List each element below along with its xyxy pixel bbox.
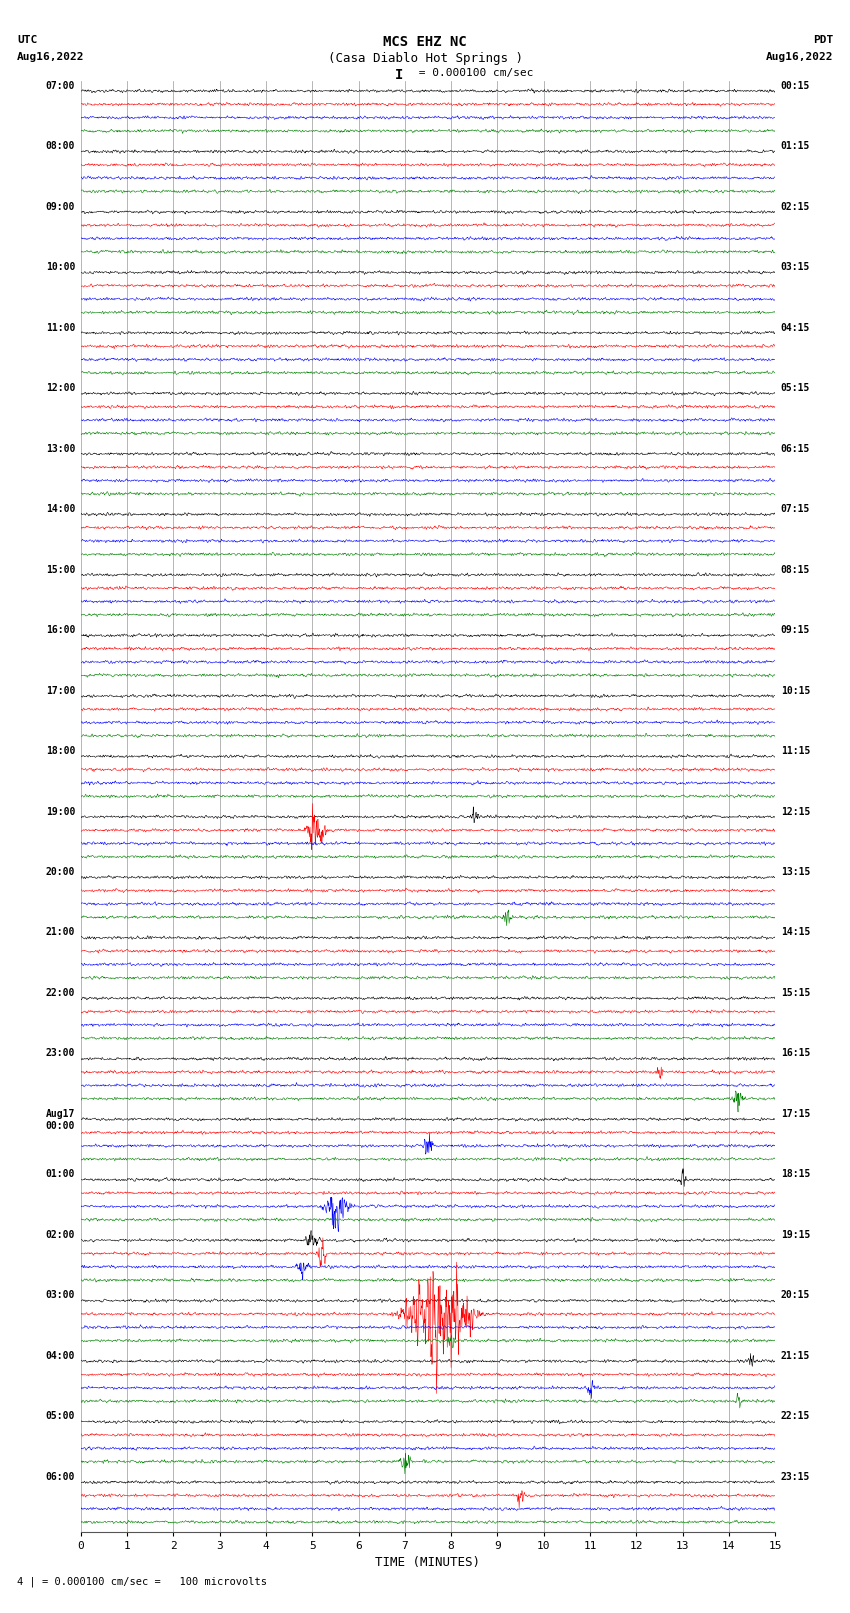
Text: 04:00: 04:00 xyxy=(46,1352,75,1361)
Text: 03:00: 03:00 xyxy=(46,1290,75,1300)
Text: MCS EHZ NC: MCS EHZ NC xyxy=(383,35,467,50)
Text: 18:00: 18:00 xyxy=(46,747,75,756)
Text: 21:00: 21:00 xyxy=(46,927,75,937)
Text: 05:00: 05:00 xyxy=(46,1411,75,1421)
Text: 08:15: 08:15 xyxy=(781,565,810,574)
Text: I: I xyxy=(395,68,404,82)
Text: 17:15: 17:15 xyxy=(781,1110,810,1119)
Text: 20:15: 20:15 xyxy=(781,1290,810,1300)
Text: 11:15: 11:15 xyxy=(781,747,810,756)
Text: 20:00: 20:00 xyxy=(46,868,75,877)
X-axis label: TIME (MINUTES): TIME (MINUTES) xyxy=(376,1555,480,1568)
Text: 22:00: 22:00 xyxy=(46,987,75,998)
Text: 15:15: 15:15 xyxy=(781,987,810,998)
Text: (Casa Diablo Hot Springs ): (Casa Diablo Hot Springs ) xyxy=(327,52,523,65)
Text: 16:00: 16:00 xyxy=(46,626,75,636)
Text: 14:00: 14:00 xyxy=(46,503,75,515)
Text: Aug17
00:00: Aug17 00:00 xyxy=(46,1110,75,1131)
Text: Aug16,2022: Aug16,2022 xyxy=(766,52,833,61)
Text: 01:15: 01:15 xyxy=(781,142,810,152)
Text: 04:15: 04:15 xyxy=(781,323,810,332)
Text: 08:00: 08:00 xyxy=(46,142,75,152)
Text: 19:15: 19:15 xyxy=(781,1231,810,1240)
Text: 10:00: 10:00 xyxy=(46,263,75,273)
Text: 16:15: 16:15 xyxy=(781,1048,810,1058)
Text: 15:00: 15:00 xyxy=(46,565,75,574)
Text: 10:15: 10:15 xyxy=(781,686,810,695)
Text: UTC: UTC xyxy=(17,35,37,45)
Text: Aug16,2022: Aug16,2022 xyxy=(17,52,84,61)
Text: 4 | = 0.000100 cm/sec =   100 microvolts: 4 | = 0.000100 cm/sec = 100 microvolts xyxy=(17,1576,267,1587)
Text: 06:00: 06:00 xyxy=(46,1471,75,1482)
Text: 12:00: 12:00 xyxy=(46,384,75,394)
Text: 23:15: 23:15 xyxy=(781,1471,810,1482)
Text: 07:00: 07:00 xyxy=(46,81,75,90)
Text: 13:00: 13:00 xyxy=(46,444,75,453)
Text: 19:00: 19:00 xyxy=(46,806,75,816)
Text: 05:15: 05:15 xyxy=(781,384,810,394)
Text: 02:00: 02:00 xyxy=(46,1231,75,1240)
Text: 13:15: 13:15 xyxy=(781,868,810,877)
Text: 17:00: 17:00 xyxy=(46,686,75,695)
Text: 02:15: 02:15 xyxy=(781,202,810,211)
Text: 07:15: 07:15 xyxy=(781,503,810,515)
Text: 09:15: 09:15 xyxy=(781,626,810,636)
Text: 18:15: 18:15 xyxy=(781,1169,810,1179)
Text: 22:15: 22:15 xyxy=(781,1411,810,1421)
Text: 06:15: 06:15 xyxy=(781,444,810,453)
Text: 01:00: 01:00 xyxy=(46,1169,75,1179)
Text: = 0.000100 cm/sec: = 0.000100 cm/sec xyxy=(412,68,534,77)
Text: 23:00: 23:00 xyxy=(46,1048,75,1058)
Text: 00:15: 00:15 xyxy=(781,81,810,90)
Text: 14:15: 14:15 xyxy=(781,927,810,937)
Text: 11:00: 11:00 xyxy=(46,323,75,332)
Text: 03:15: 03:15 xyxy=(781,263,810,273)
Text: 09:00: 09:00 xyxy=(46,202,75,211)
Text: PDT: PDT xyxy=(813,35,833,45)
Text: 21:15: 21:15 xyxy=(781,1352,810,1361)
Text: 12:15: 12:15 xyxy=(781,806,810,816)
